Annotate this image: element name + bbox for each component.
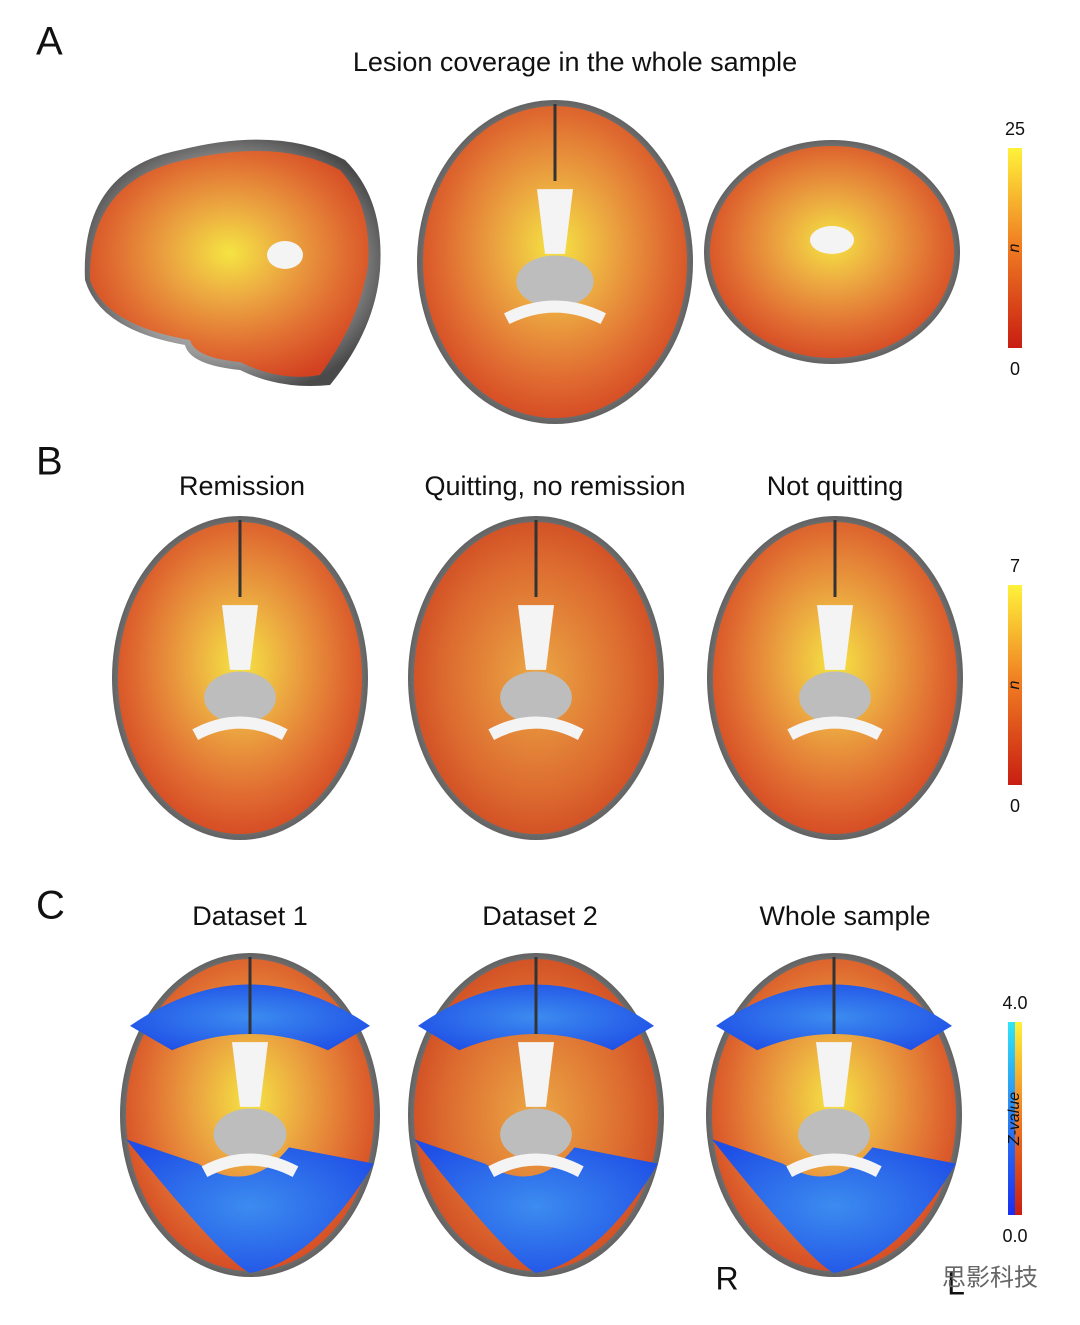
colorbar-tick-label: 4.0 <box>1002 993 1027 1013</box>
panel-label: B <box>36 440 63 484</box>
subtitle: Whole sample <box>759 901 930 931</box>
colorbar-tick-label: 0 <box>1010 796 1020 816</box>
midbrain <box>213 1108 287 1161</box>
ventricle <box>537 189 573 254</box>
orientation-label: L <box>947 1265 965 1301</box>
subtitle: Remission <box>179 471 305 501</box>
ventricle <box>504 300 606 325</box>
midbrain <box>799 671 871 724</box>
midbrain <box>500 671 572 724</box>
lesion-overlay <box>89 151 369 377</box>
colorbar-label: n <box>1006 243 1023 252</box>
ventricle <box>488 716 584 741</box>
colorbar-tick-label: 0.0 <box>1002 1226 1027 1246</box>
ventricle <box>816 1042 852 1107</box>
orientation-label: R <box>715 1260 738 1296</box>
ventricle <box>222 605 258 670</box>
subtitle: Dataset 2 <box>482 901 598 931</box>
colorbar-tick-label: 0 <box>1010 359 1020 379</box>
ventricle <box>817 605 853 670</box>
ventricle <box>786 1153 882 1178</box>
panel-title: Lesion coverage in the whole sample <box>353 47 797 77</box>
lesion-overlay <box>414 1139 658 1273</box>
colorbar-tick-label: 7 <box>1010 556 1020 576</box>
colorbar <box>1008 148 1022 348</box>
ventricle <box>518 605 554 670</box>
colorbar <box>1015 1022 1022 1215</box>
colorbar <box>1008 585 1022 785</box>
lesion-overlay <box>712 1139 956 1273</box>
midbrain <box>516 255 594 308</box>
ventricle <box>201 1153 299 1178</box>
subtitle: Quitting, no remission <box>424 471 685 501</box>
lesion-overlay <box>126 1139 374 1273</box>
midbrain <box>798 1108 870 1161</box>
subtitle: Not quitting <box>767 471 904 501</box>
watermark: 思影科技 <box>942 1264 1038 1291</box>
ventricle <box>518 1042 554 1107</box>
midbrain <box>204 671 276 724</box>
ventricle <box>810 226 854 254</box>
ventricle <box>488 1153 584 1178</box>
colorbar-label: Z-value <box>1006 1092 1023 1146</box>
panel-label: C <box>36 884 65 928</box>
midbrain <box>500 1108 572 1161</box>
ventricle <box>192 716 288 741</box>
panel-label: A <box>36 20 63 64</box>
ventricle <box>232 1042 268 1107</box>
colorbar-label: n <box>1006 680 1023 689</box>
subtitle: Dataset 1 <box>192 901 308 931</box>
colorbar-tick-label: 25 <box>1005 119 1025 139</box>
ventricle <box>267 241 303 269</box>
colorbar <box>1008 1022 1015 1215</box>
ventricle <box>787 716 883 741</box>
